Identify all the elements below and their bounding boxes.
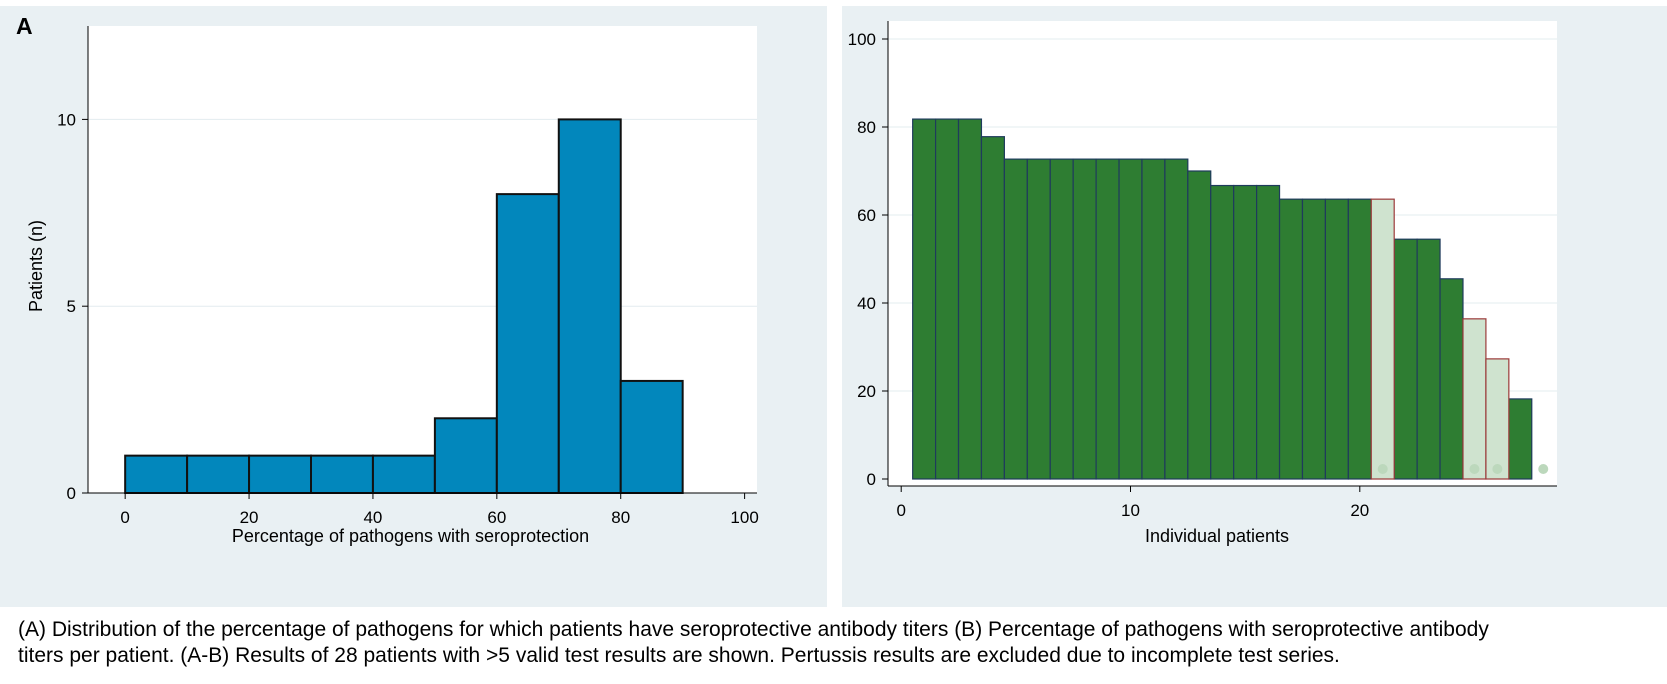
figure-caption: (A) Distribution of the percentage of pa… (18, 617, 1658, 669)
zero-marker (1492, 464, 1503, 474)
panel-a: 0 5 10 0 20 40 60 80 100 Percentage of pathogens … (0, 6, 827, 607)
cd19-bar (1210, 184, 1235, 480)
histogram-bar (186, 454, 251, 495)
y-tick-label: 40 (857, 294, 876, 313)
x-tick-label: 10 (1121, 501, 1140, 520)
y-tick-label: 5 (67, 297, 76, 316)
y-tick-label: 80 (857, 118, 876, 137)
cd19-bar (1118, 158, 1143, 480)
histogram-bar (310, 454, 374, 495)
histogram-bar (619, 379, 684, 495)
y-tick-label: 0 (67, 484, 76, 503)
histogram-bar (495, 193, 560, 494)
cd19-bar (1026, 158, 1051, 480)
cd19-bar (1439, 278, 1464, 480)
x-tick-label: 40 (363, 508, 382, 527)
patient-bar-chart: 0 20 40 60 80 100 0 10 20 Individual patients (848, 21, 1557, 546)
x-tick-label: 0 (120, 508, 129, 527)
x-tick-label: 0 (896, 501, 905, 520)
cd19-bar (1095, 158, 1120, 480)
cd19-bar (1256, 184, 1281, 480)
x-tick-label: 80 (611, 508, 630, 527)
y-tick-label: 100 (848, 30, 876, 49)
bcma-bar (1485, 358, 1510, 480)
cd19-bar (1278, 198, 1304, 480)
cd19-bar (980, 136, 1005, 480)
x-tick-label: 20 (1350, 501, 1369, 520)
cd19-bar (1072, 158, 1097, 480)
cd19-bar (1301, 198, 1327, 480)
histogram-bar (433, 417, 498, 494)
cd19-bar (1164, 158, 1189, 480)
caption-line-1: (A) Distribution of the percentage of pa… (18, 618, 1489, 641)
y-axis-label: Patients (n) (26, 220, 46, 312)
zero-marker (1538, 464, 1549, 474)
histogram-bar (557, 118, 622, 495)
x-tick-label: 20 (240, 508, 259, 527)
cd19-bar (1347, 198, 1372, 480)
y-tick-label: 0 (867, 470, 876, 489)
y-tick-label: 20 (857, 382, 876, 401)
x-axis-label: Percentage of pathogens with seroprotect… (232, 526, 589, 546)
histogram-bar (371, 454, 436, 495)
bcma-bar (1370, 198, 1395, 480)
cd19-bar (1049, 158, 1074, 480)
panel-b: 0 20 40 60 80 100 0 10 20 Individual patients (842, 6, 1667, 607)
x-tick-label: 100 (730, 508, 758, 527)
cd19-bar (934, 118, 960, 480)
cd19-bar (1141, 158, 1166, 480)
x-axis-label: Individual patients (1145, 526, 1289, 546)
cd19-bar (1393, 238, 1418, 480)
panel-label-a: A (16, 13, 33, 39)
cd19-bar (912, 118, 937, 480)
y-tick-label: 10 (57, 110, 76, 129)
bcma-bar (1462, 318, 1487, 480)
zero-marker (1377, 464, 1388, 474)
cd19-bar (1233, 184, 1258, 480)
x-tick-label: 60 (487, 508, 506, 527)
cd19-bar (957, 118, 983, 480)
caption-line-2: titers per patient. (A-B) Results of 28 … (18, 644, 1340, 667)
y-tick-label: 60 (857, 206, 876, 225)
cd19-bar (1508, 398, 1533, 480)
zero-marker (1469, 464, 1480, 474)
cd19-bar (1187, 170, 1212, 480)
cd19-bar (1003, 158, 1028, 480)
histogram-bar (124, 454, 189, 495)
histogram-bar (248, 454, 312, 495)
cd19-bar (1416, 238, 1441, 480)
cd19-bar (1324, 198, 1349, 480)
